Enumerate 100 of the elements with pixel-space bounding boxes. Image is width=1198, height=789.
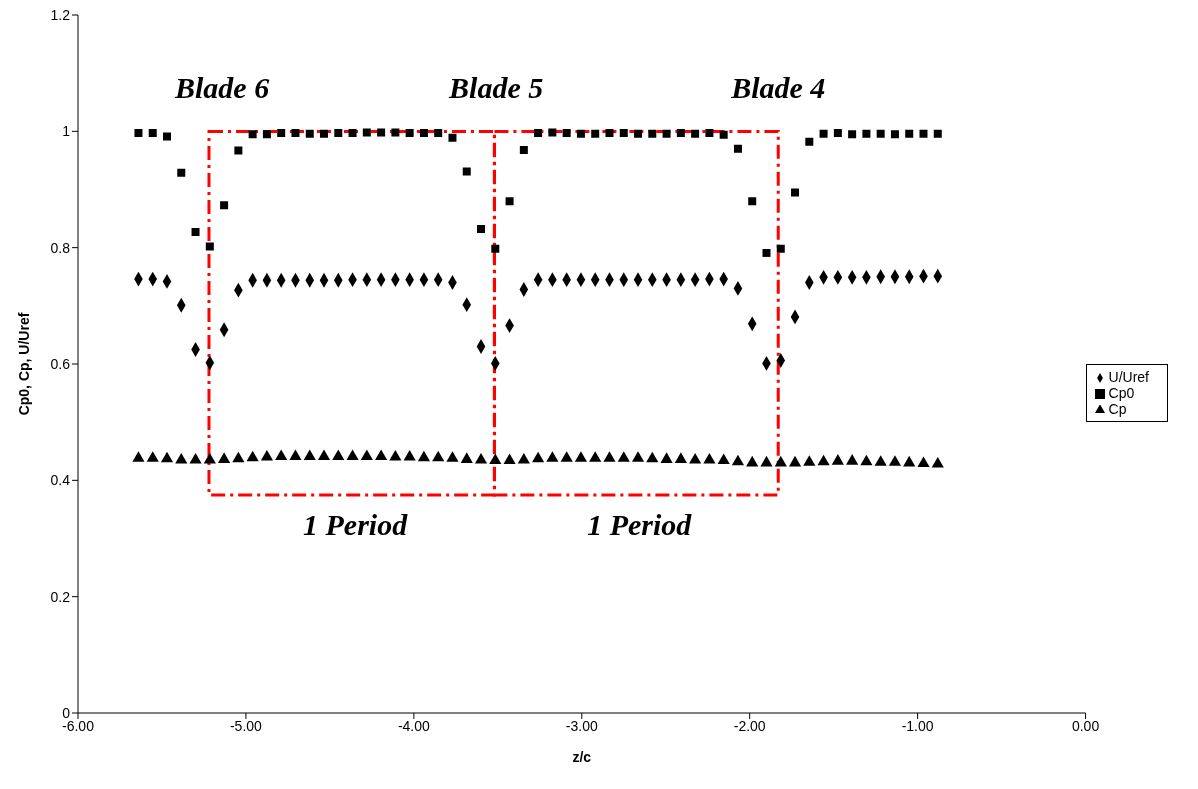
point xyxy=(719,130,728,139)
x-tick-label: -3.00 xyxy=(565,717,598,734)
point xyxy=(177,168,186,177)
point xyxy=(517,452,530,464)
y-tick-label: 1.2 xyxy=(50,6,71,23)
point xyxy=(905,129,914,138)
point xyxy=(803,455,816,466)
point xyxy=(791,188,800,197)
point xyxy=(448,133,457,142)
point xyxy=(377,128,386,137)
point xyxy=(405,129,414,138)
point xyxy=(903,455,916,467)
point xyxy=(234,146,243,155)
point xyxy=(831,454,844,465)
point xyxy=(305,129,314,138)
y-tick-label: 0.2 xyxy=(50,588,71,605)
point xyxy=(933,129,942,138)
x-tick-label: -1.00 xyxy=(901,717,934,734)
point xyxy=(731,454,745,466)
legend-label: U/Uref xyxy=(1108,369,1149,385)
point xyxy=(317,449,331,460)
point xyxy=(548,128,557,137)
point xyxy=(860,454,873,466)
point xyxy=(603,451,616,462)
point xyxy=(733,144,742,153)
x-tick-label: -5.00 xyxy=(229,717,263,734)
point xyxy=(332,449,345,460)
point xyxy=(689,452,702,464)
y-axis-title: Cp0, Cp, U/Uref xyxy=(15,312,32,416)
point xyxy=(275,449,288,460)
point xyxy=(348,129,357,138)
point xyxy=(662,129,671,138)
point xyxy=(417,450,430,462)
point xyxy=(203,452,216,464)
point xyxy=(819,129,828,138)
point xyxy=(605,129,614,138)
point xyxy=(346,449,359,460)
point xyxy=(576,129,585,138)
point xyxy=(291,129,300,138)
point xyxy=(619,129,628,138)
legend-label: Cp0 xyxy=(1108,385,1135,401)
point xyxy=(919,129,928,138)
point xyxy=(660,452,673,463)
point xyxy=(532,451,545,463)
point xyxy=(489,453,502,465)
point xyxy=(191,227,200,236)
point xyxy=(248,130,257,139)
point xyxy=(705,129,714,138)
point xyxy=(848,130,857,139)
point xyxy=(262,130,271,139)
x-tick-label: -2.00 xyxy=(733,717,766,734)
point xyxy=(132,451,145,462)
point xyxy=(432,450,445,462)
point xyxy=(631,451,645,462)
point xyxy=(205,242,214,251)
point xyxy=(446,451,459,462)
point xyxy=(888,455,902,466)
point xyxy=(760,455,773,467)
point xyxy=(163,132,171,141)
point xyxy=(320,129,329,138)
point xyxy=(746,455,759,467)
point xyxy=(805,137,814,146)
point xyxy=(917,456,930,467)
x-tick-label: -4.00 xyxy=(397,717,431,734)
point xyxy=(389,450,402,461)
point xyxy=(303,449,316,460)
point xyxy=(505,197,514,206)
point xyxy=(146,451,159,462)
point xyxy=(419,129,428,138)
point xyxy=(362,128,371,137)
point xyxy=(890,130,899,139)
y-tick-label: 0.8 xyxy=(50,239,71,256)
point xyxy=(403,450,416,461)
point xyxy=(931,457,944,468)
point xyxy=(134,129,143,138)
point xyxy=(434,129,443,138)
point xyxy=(491,244,500,253)
point xyxy=(334,129,343,138)
point xyxy=(534,129,543,138)
point xyxy=(776,244,785,253)
point xyxy=(477,225,486,234)
y-tick-label: 1 xyxy=(62,123,71,140)
point xyxy=(462,167,471,176)
point xyxy=(634,129,643,138)
point xyxy=(220,201,229,210)
annotation: Blade 5 xyxy=(448,71,544,105)
point xyxy=(562,129,571,138)
point xyxy=(246,450,259,462)
point xyxy=(574,451,588,462)
point xyxy=(617,451,630,462)
point xyxy=(375,449,388,460)
x-axis-title: z/c xyxy=(572,749,592,765)
point xyxy=(691,129,700,138)
y-tick-label: 0.6 xyxy=(50,355,71,372)
point xyxy=(589,451,602,462)
point xyxy=(189,452,202,464)
point xyxy=(460,452,473,463)
point xyxy=(862,129,871,138)
annotation: Blade 6 xyxy=(173,71,270,105)
point xyxy=(160,451,174,463)
